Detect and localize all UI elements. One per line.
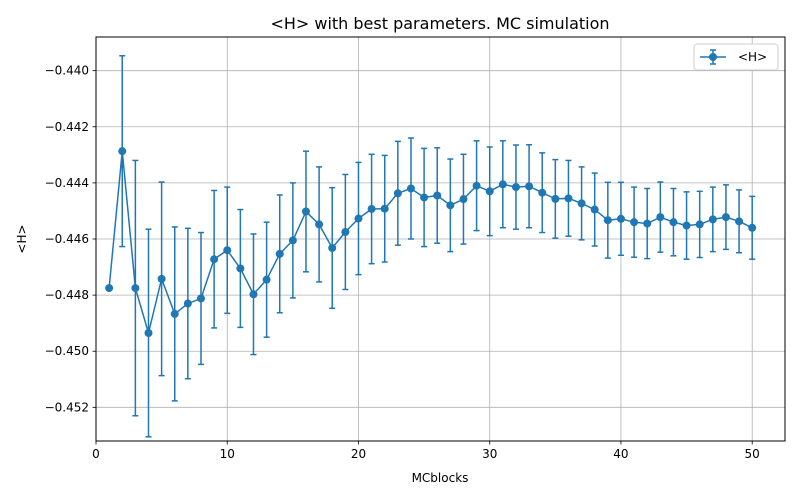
y-tick-label: −0.452 — [45, 400, 89, 414]
data-point — [682, 221, 691, 230]
data-point — [183, 299, 192, 308]
data-point — [498, 180, 507, 189]
data-point — [511, 183, 520, 192]
data-point — [367, 204, 376, 213]
data-point — [616, 214, 625, 223]
x-tick-label: 0 — [92, 447, 100, 461]
data-point — [118, 147, 127, 156]
data-point — [735, 217, 744, 226]
x-tick-label: 30 — [482, 447, 497, 461]
legend-marker — [709, 53, 717, 61]
legend-symbol — [700, 49, 726, 65]
y-tick-label: −0.448 — [45, 288, 89, 302]
data-point — [433, 191, 442, 200]
data-point — [577, 199, 586, 208]
data-point — [420, 193, 429, 202]
data-point — [354, 214, 363, 223]
data-point — [144, 328, 153, 337]
data-point — [551, 194, 560, 203]
data-point — [328, 243, 337, 252]
series-markers — [105, 147, 757, 337]
data-point — [131, 284, 140, 293]
data-point — [656, 213, 665, 222]
grid — [95, 37, 785, 441]
data-point — [630, 218, 639, 227]
data-point — [564, 194, 573, 203]
data-point — [603, 216, 612, 225]
data-point — [472, 181, 481, 190]
legend: <H> — [693, 43, 779, 71]
data-point — [406, 184, 415, 193]
y-tick-label: −0.444 — [45, 176, 89, 190]
data-point — [721, 213, 730, 222]
data-point — [236, 264, 245, 273]
y-axis-label: <H> — [15, 224, 29, 253]
data-point — [748, 223, 757, 232]
x-tick-label: 50 — [745, 447, 760, 461]
plot-frame — [95, 36, 786, 442]
data-point — [105, 284, 114, 293]
data-point — [708, 215, 717, 224]
y-tick-label: −0.440 — [45, 64, 89, 78]
y-tick-label: −0.442 — [45, 120, 89, 134]
data-point — [341, 227, 350, 236]
data-point — [262, 275, 271, 284]
data-point — [393, 189, 402, 198]
chart-title: <H> with best parameters. MC simulation — [270, 14, 609, 33]
data-point — [643, 219, 652, 228]
data-point — [223, 246, 232, 255]
data-point — [288, 236, 297, 245]
data-point — [380, 204, 389, 213]
data-point — [249, 290, 258, 299]
y-tick-label: −0.446 — [45, 232, 89, 246]
data-point — [459, 195, 468, 204]
data-point — [538, 188, 547, 197]
x-tick-label: 40 — [613, 447, 628, 461]
data-point — [695, 220, 704, 229]
x-tick-label: 20 — [351, 447, 366, 461]
data-point — [196, 294, 205, 303]
data-point — [210, 255, 219, 264]
y-axis-ticks: −0.452 −0.450 −0.448 −0.446 −0.444 −0.442 −0.4… — [45, 64, 96, 414]
data-point — [590, 205, 599, 214]
data-point — [525, 182, 534, 191]
x-tick-label: 10 — [220, 447, 235, 461]
data-point — [669, 218, 678, 227]
legend-label: <H> — [738, 50, 767, 64]
x-axis-ticks: 0 10 20 30 40 50 — [92, 441, 760, 461]
data-point — [275, 249, 284, 258]
data-point — [485, 187, 494, 196]
data-point — [315, 220, 324, 229]
x-axis-label: MCblocks — [412, 471, 469, 485]
data-point — [157, 274, 166, 283]
data-point — [446, 201, 455, 210]
y-tick-label: −0.450 — [45, 344, 89, 358]
data-point — [170, 309, 179, 318]
data-point — [301, 207, 310, 216]
